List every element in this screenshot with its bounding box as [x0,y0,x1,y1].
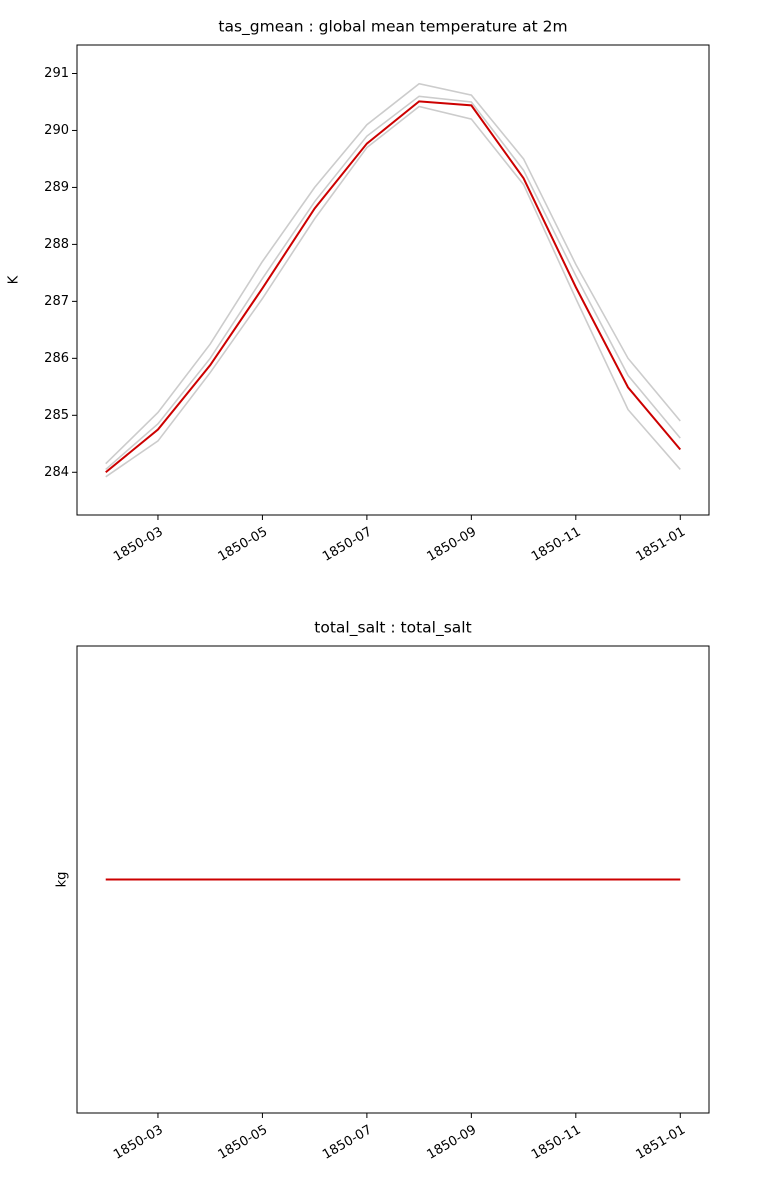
series-line [105,95,681,471]
x-tick-label: 1850-11 [529,1123,584,1163]
x-tick-label: 1850-09 [425,525,480,565]
y-axis-label: kg [55,872,70,888]
chart-title: tas_gmean : global mean temperature at 2… [218,18,567,37]
y-axis-label: K [7,275,22,284]
y-tick-label: 289 [44,180,69,195]
y-tick-label: 287 [44,294,69,309]
x-tick-label: 1850-09 [425,1123,480,1163]
chart-title: total_salt : total_salt [314,619,471,638]
y-tick-label: 286 [44,351,69,366]
x-tick-label: 1850-03 [111,525,166,565]
plot-frame [76,44,710,516]
x-tick-label: 1850-05 [216,1123,271,1163]
x-tick-label: 1850-11 [529,525,584,565]
y-tick-label: 284 [44,465,69,480]
y-tick-label: 288 [44,237,69,252]
x-tick-label: 1850-05 [216,525,271,565]
y-tick-label: 291 [44,66,69,81]
series-line [105,100,682,474]
x-tick-label: 1851-01 [633,1123,688,1163]
y-tick-label: 285 [44,408,69,423]
x-tick-label: 1850-07 [320,1123,375,1163]
plot-frame [76,645,710,1114]
x-tick-label: 1850-07 [320,525,375,565]
x-tick-label: 1851-01 [633,525,688,565]
series-line [105,82,681,465]
x-tick-label: 1850-03 [111,1123,166,1163]
y-tick-label: 290 [44,123,69,138]
series-line [105,105,681,478]
